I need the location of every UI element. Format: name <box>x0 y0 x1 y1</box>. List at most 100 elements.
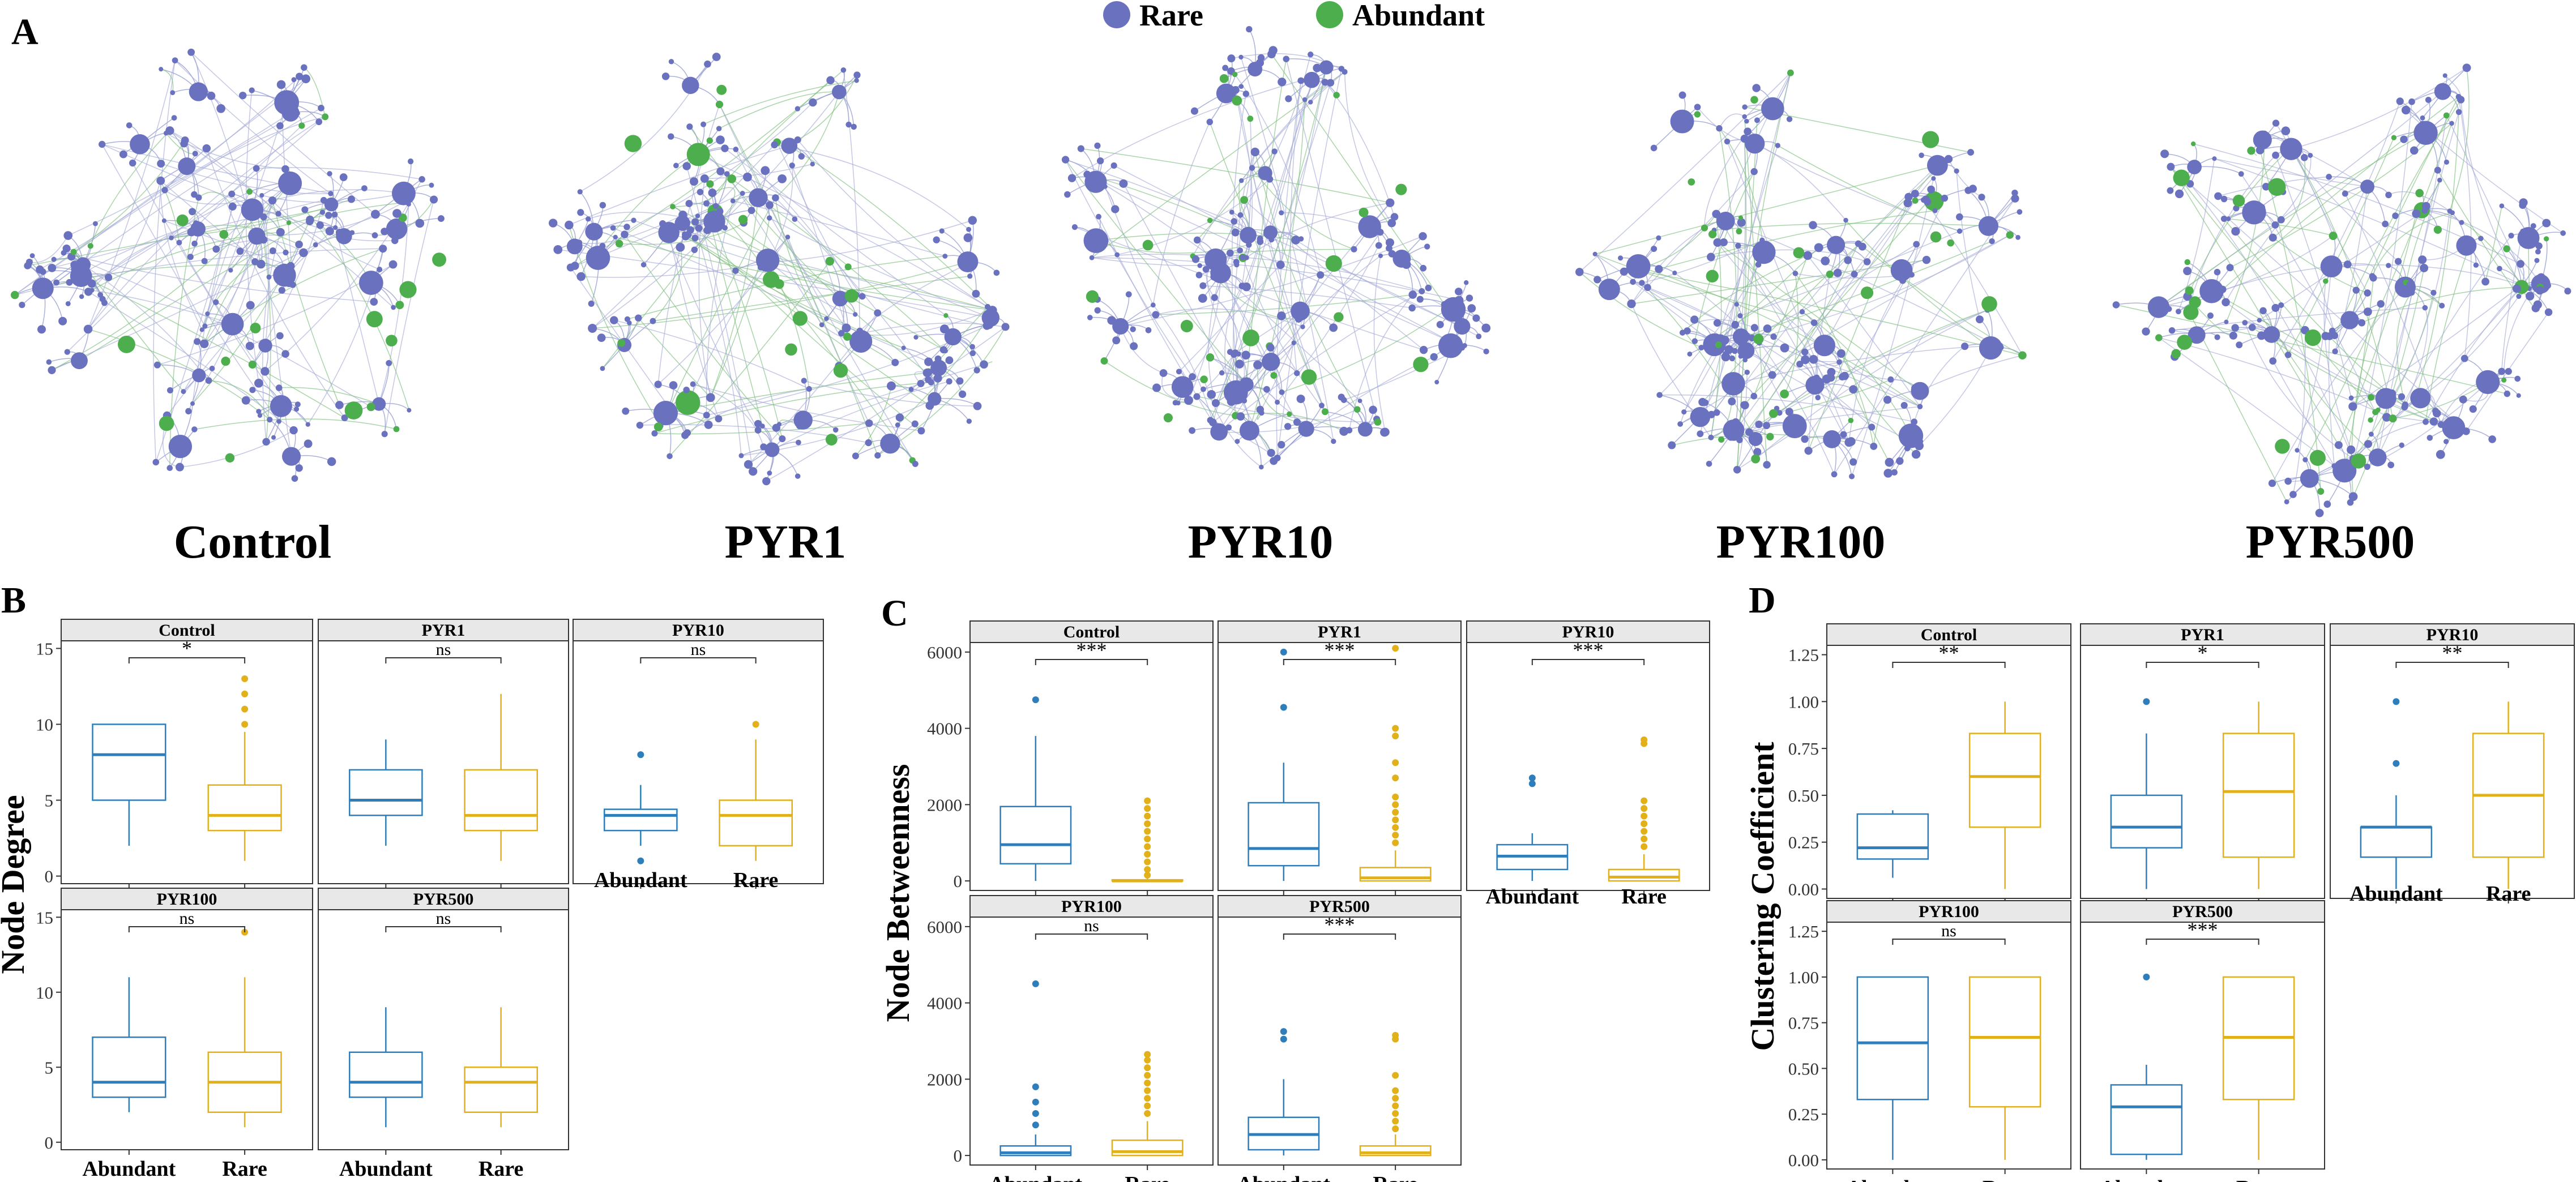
rare-node <box>228 268 233 273</box>
rare-node <box>93 221 98 226</box>
network-edge <box>2351 101 2412 472</box>
abundant-node <box>1200 375 1208 384</box>
abundant-node <box>1769 409 1778 418</box>
rare-node <box>70 254 76 260</box>
network-edge <box>2485 205 2502 282</box>
rare-node <box>249 87 255 93</box>
rare-node <box>2364 464 2370 470</box>
outlier-point <box>1392 1031 1399 1039</box>
network-edge <box>797 75 858 140</box>
rare-node <box>276 332 284 340</box>
network-edge <box>2328 336 2335 466</box>
rare-node <box>163 131 169 136</box>
network-edge <box>1205 269 1234 355</box>
significance-bracket: ** <box>2395 641 2509 668</box>
rare-node <box>221 312 244 336</box>
rare-node <box>654 380 662 388</box>
network-edge <box>1740 230 1960 316</box>
rare-node <box>1304 71 1320 88</box>
rare-node <box>1253 360 1262 370</box>
rare-node <box>1419 232 1427 241</box>
network-edge <box>191 52 376 215</box>
abundant-node <box>825 434 838 446</box>
rare-node <box>1268 46 1278 55</box>
rare-node <box>373 212 378 217</box>
abundant-node <box>1333 92 1340 98</box>
abundant-node <box>1413 357 1429 372</box>
rare-node <box>199 339 209 348</box>
abundant-node <box>1207 217 1213 224</box>
network-edge <box>654 422 869 435</box>
abundant-node <box>70 249 77 255</box>
rare-node <box>1644 284 1651 292</box>
rare-node <box>2358 319 2366 327</box>
abundant-node <box>366 402 375 412</box>
rare-node <box>1698 344 1704 351</box>
rare-node <box>176 239 182 246</box>
rare-node <box>1731 320 1740 329</box>
rare-node <box>1575 268 1584 276</box>
abundant-node <box>2433 225 2442 234</box>
network-edge <box>1737 245 1851 421</box>
rare-node <box>1096 213 1101 220</box>
rare-node <box>2408 98 2415 105</box>
rare-node <box>700 174 709 183</box>
rare-node <box>2444 429 2451 436</box>
network-edge <box>1807 255 1921 407</box>
x-tick-label: Rare <box>479 1157 524 1181</box>
rare-node <box>2302 457 2308 462</box>
rare-node <box>48 264 57 272</box>
facet-title: PYR1 <box>422 621 465 640</box>
y-tick-label: 6000 <box>927 917 962 937</box>
abundant-node <box>1359 207 1369 217</box>
rare-node <box>1189 373 1197 381</box>
network-edge <box>1197 151 1275 241</box>
rare-node <box>716 208 724 215</box>
network-edge <box>1948 159 1982 198</box>
rare-node <box>1238 54 1244 60</box>
rare-node <box>2377 300 2385 308</box>
rare-node <box>668 59 674 65</box>
y-tick-label: 0 <box>45 1133 54 1153</box>
rare-node <box>276 228 285 237</box>
rare-node <box>733 147 739 152</box>
bracket-line <box>2146 662 2259 668</box>
rare-node <box>565 220 574 230</box>
network-edge <box>1117 178 1270 255</box>
rare-node <box>2434 83 2451 100</box>
rare-node <box>2516 393 2521 398</box>
abundant-node <box>675 390 700 415</box>
abundant-node <box>2183 305 2199 320</box>
y-tick-label: 6000 <box>927 643 962 662</box>
rare-node <box>1184 396 1193 405</box>
rare-node <box>1064 191 1071 198</box>
abundant-node <box>1930 231 1942 243</box>
network-edge <box>1214 297 1237 354</box>
rare-node <box>1809 221 1817 229</box>
rare-node <box>249 387 256 393</box>
rare-node <box>682 76 699 95</box>
rare-node <box>278 286 285 294</box>
abundant-node <box>1353 406 1361 413</box>
rare-node <box>64 349 70 355</box>
rare-node <box>1748 432 1763 446</box>
rare-node <box>1285 95 1292 102</box>
box-abundant <box>1856 976 1929 1160</box>
rare-node <box>1742 114 1747 119</box>
x-tick-label: Rare <box>1621 885 1667 909</box>
bracket-line <box>128 657 246 663</box>
facet-panel <box>1466 642 1710 891</box>
rare-node <box>2360 179 2375 194</box>
rare-node <box>1454 318 1471 335</box>
rare-node <box>1752 240 1776 264</box>
abundant-node <box>1086 290 1099 303</box>
network-edge <box>1161 372 1189 401</box>
network-edge <box>15 248 383 296</box>
rare-node <box>241 396 250 405</box>
network-edge <box>1633 281 1748 373</box>
network-edge <box>2425 286 2522 422</box>
network-pyr1: PYR1 <box>548 53 1010 568</box>
network-edge <box>153 60 176 462</box>
abundant-node <box>1325 255 1342 272</box>
